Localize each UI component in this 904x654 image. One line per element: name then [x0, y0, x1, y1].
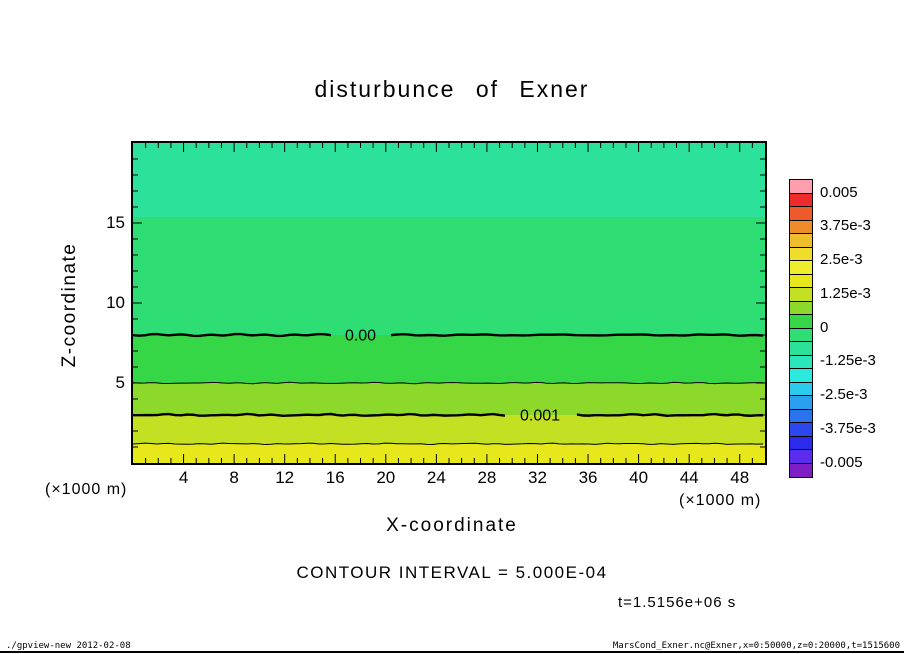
colorbar-labels: 0.005 3.75e-3 2.5e-3 1.25e-3 0 -1.25e-3 -2.5e-… — [820, 179, 900, 476]
colorbar-tick-label: -1.25e-3 — [820, 352, 876, 370]
contour-fill-bands — [133, 143, 765, 464]
colorbar-cell — [790, 463, 812, 477]
colorbar-tick-label: 1.25e-3 — [820, 284, 871, 302]
x-tick-label: 24 — [426, 468, 446, 487]
colorbar-cell — [790, 396, 812, 410]
fill-band — [133, 335, 765, 384]
colorbar-cell — [790, 288, 812, 302]
x-unit-right: (×1000 m) — [679, 492, 762, 509]
colorbar-cell — [790, 315, 812, 329]
colorbar-tick-label: -0.005 — [820, 453, 863, 471]
colorbar-tick-label: -2.5e-3 — [820, 386, 868, 403]
colorbar-cell — [790, 382, 812, 396]
z-axis-label: Z-coordinate — [59, 242, 80, 368]
colorbar-cell — [790, 193, 812, 207]
plot-title: disturbunce of Exner — [314, 76, 590, 102]
colorbar-cell — [790, 436, 812, 450]
plot-frame: 0.00 0.001 — [131, 141, 767, 465]
colorbar-tick-label: 0 — [820, 318, 829, 336]
time-label: t=1.5156e+06 s — [618, 594, 737, 611]
colorbar-cell — [790, 409, 812, 423]
colorbar-cell — [790, 423, 812, 437]
x-tick-label: 36 — [578, 468, 598, 487]
z-tick-label: 15 — [106, 213, 125, 232]
colorbar-cell — [790, 450, 812, 464]
x-tick-label: 28 — [477, 468, 497, 487]
x-tick-label: 32 — [528, 468, 547, 487]
x-tick-label: 12 — [275, 468, 295, 487]
colorbar-cell — [790, 369, 812, 383]
z-tick-label: 5 — [115, 373, 125, 392]
color-scale-bar — [789, 179, 813, 478]
x-axis-label: X-coordinate — [386, 515, 518, 536]
colorbar-tick-label: -3.75e-3 — [820, 419, 876, 437]
colorbar-tick-label: 3.75e-3 — [820, 217, 871, 235]
contour-label: 0.00 — [345, 328, 376, 345]
footer-file-text: MarsCond_Exner.nc@Exner,x=0:50000,z=0:20… — [612, 641, 900, 651]
colorbar-tick-label: 2.5e-3 — [820, 251, 863, 268]
x-tick-label: 40 — [629, 468, 649, 487]
x-tick-label: 16 — [325, 468, 345, 487]
footer-command-text: ./gpview-new 2012-02-08 — [6, 641, 131, 651]
contour-lines-and-ticks: 0.00 0.001 — [133, 143, 765, 463]
colorbar-cell — [790, 261, 812, 275]
contour-label: 0.001 — [520, 408, 560, 425]
colorbar-cell — [790, 274, 812, 288]
colorbar-cell — [790, 301, 812, 315]
colorbar-cell — [790, 342, 812, 356]
x-tick-label: 20 — [376, 468, 396, 487]
x-tick-label: 4 — [178, 468, 189, 487]
x-tick-label: 8 — [229, 468, 239, 487]
x-tick-label: 44 — [679, 468, 699, 487]
colorbar-cell — [790, 180, 812, 194]
colorbar-cell — [790, 355, 812, 369]
fill-band — [133, 216, 765, 336]
fill-band — [133, 443, 765, 464]
colorbar-cell — [790, 247, 812, 261]
colorbar-cell — [790, 328, 812, 342]
fill-band — [133, 415, 765, 445]
fill-band — [133, 383, 765, 416]
x-unit-left: (×1000 m) — [45, 481, 128, 498]
colorbar-cell — [790, 220, 812, 234]
colorbar-cell — [790, 234, 812, 248]
colorbar-tick-label: 0.005 — [820, 183, 858, 201]
fill-band — [133, 143, 765, 218]
colorbar-cell — [790, 207, 812, 221]
x-tick-label: 48 — [730, 468, 750, 487]
bottom-border-line — [0, 651, 904, 653]
z-tick-label: 10 — [106, 293, 125, 312]
contour-interval-text: CONTOUR INTERVAL = 5.000E-04 — [296, 563, 608, 582]
